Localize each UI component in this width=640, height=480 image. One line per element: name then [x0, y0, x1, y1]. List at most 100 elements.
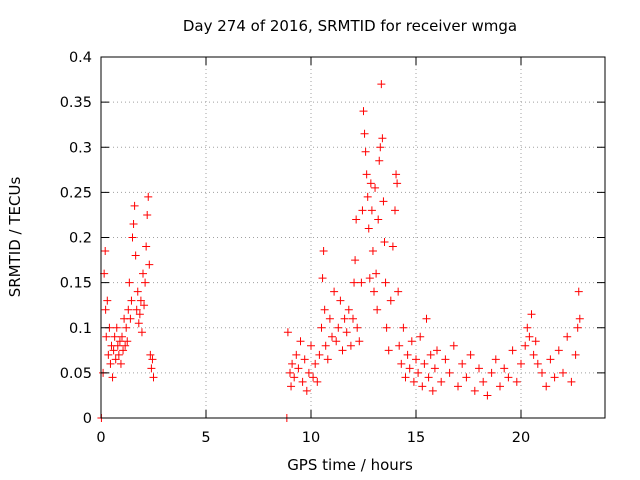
data-point: [130, 201, 139, 210]
data-point: [296, 337, 305, 346]
data-point: [287, 382, 296, 391]
data-point: [374, 215, 383, 224]
data-point: [357, 278, 366, 287]
data-point: [512, 377, 521, 386]
data-point: [403, 350, 412, 359]
data-point: [330, 287, 339, 296]
data-point: [360, 129, 369, 138]
x-tick-label: 20: [512, 430, 530, 446]
data-point: [149, 373, 158, 382]
data-point: [386, 296, 395, 305]
data-point: [428, 386, 437, 395]
data-point: [395, 341, 404, 350]
data-point: [142, 242, 151, 251]
data-point: [441, 355, 450, 364]
data-point: [319, 247, 328, 256]
data-point: [391, 206, 399, 215]
data-point: [304, 368, 313, 377]
data-point: [290, 373, 299, 382]
x-tick-label: 15: [407, 430, 425, 446]
data-point: [351, 256, 360, 265]
data-point: [437, 377, 446, 386]
data-point: [133, 287, 142, 296]
data-point: [118, 332, 126, 341]
y-axis-label: SRMTID / TECUs: [6, 177, 24, 298]
y-tick-label: 0.1: [69, 321, 92, 337]
data-point: [311, 359, 320, 368]
x-tick-label: 10: [302, 430, 320, 446]
data-point: [147, 364, 156, 373]
data-point: [139, 269, 147, 278]
data-point: [131, 251, 140, 260]
data-point: [521, 341, 530, 350]
data-point: [108, 373, 117, 382]
data-point: [140, 301, 149, 310]
data-point: [121, 341, 130, 350]
data-point: [430, 364, 439, 373]
data-point: [449, 341, 458, 350]
data-point: [300, 355, 309, 364]
data-points: [97, 80, 584, 422]
data-point: [111, 355, 120, 364]
data-point: [381, 278, 390, 287]
data-point: [122, 323, 131, 332]
data-point: [370, 287, 378, 296]
data-point: [103, 296, 112, 305]
data-point: [384, 346, 393, 355]
data-point: [372, 269, 381, 278]
data-point: [424, 373, 433, 382]
data-point: [115, 337, 124, 346]
data-point: [102, 332, 111, 341]
data-point: [388, 242, 397, 251]
data-point: [418, 382, 427, 391]
data-point: [110, 332, 119, 341]
data-point: [416, 332, 425, 341]
y-tick-label: 0.2: [69, 231, 92, 247]
data-point: [320, 305, 329, 314]
data-point: [563, 332, 572, 341]
data-point: [525, 332, 534, 341]
data-point: [409, 377, 418, 386]
data-point: [523, 323, 532, 332]
data-point: [146, 350, 155, 359]
y-tick-label: 0.25: [60, 185, 92, 201]
data-point: [574, 287, 583, 296]
data-point: [109, 346, 118, 355]
data-point: [373, 305, 382, 314]
data-point: [399, 323, 408, 332]
data-point: [126, 314, 135, 323]
data-point: [309, 373, 318, 382]
data-point: [445, 368, 454, 377]
data-point: [359, 107, 368, 116]
data-point: [148, 355, 157, 364]
data-point: [112, 323, 121, 332]
data-point: [104, 350, 113, 359]
data-point: [340, 314, 349, 323]
data-point: [538, 368, 546, 377]
data-point: [422, 314, 431, 323]
data-point: [134, 319, 143, 328]
data-point: [349, 314, 357, 323]
data-point: [475, 364, 483, 373]
data-point: [342, 328, 351, 337]
axis-ticks: 0 0.05 0.1 0.15 0.2 0.25 0.3 0.35 0.4 0 5 10 15 20: [60, 50, 605, 446]
data-point: [144, 192, 153, 201]
data-point: [141, 278, 150, 287]
data-point: [462, 373, 471, 382]
data-point: [325, 314, 334, 323]
data-point: [487, 368, 496, 377]
data-point: [575, 314, 584, 323]
data-point: [119, 346, 128, 355]
data-point: [397, 359, 406, 368]
y-tick-label: 0.35: [60, 95, 92, 111]
data-point: [127, 296, 136, 305]
data-point: [364, 224, 373, 233]
data-point: [378, 134, 387, 143]
data-point: [346, 341, 355, 350]
data-point: [355, 337, 364, 346]
data-point: [136, 296, 145, 305]
data-point: [496, 382, 504, 391]
data-point: [527, 310, 536, 319]
data-point: [334, 323, 343, 332]
data-point: [542, 382, 551, 391]
